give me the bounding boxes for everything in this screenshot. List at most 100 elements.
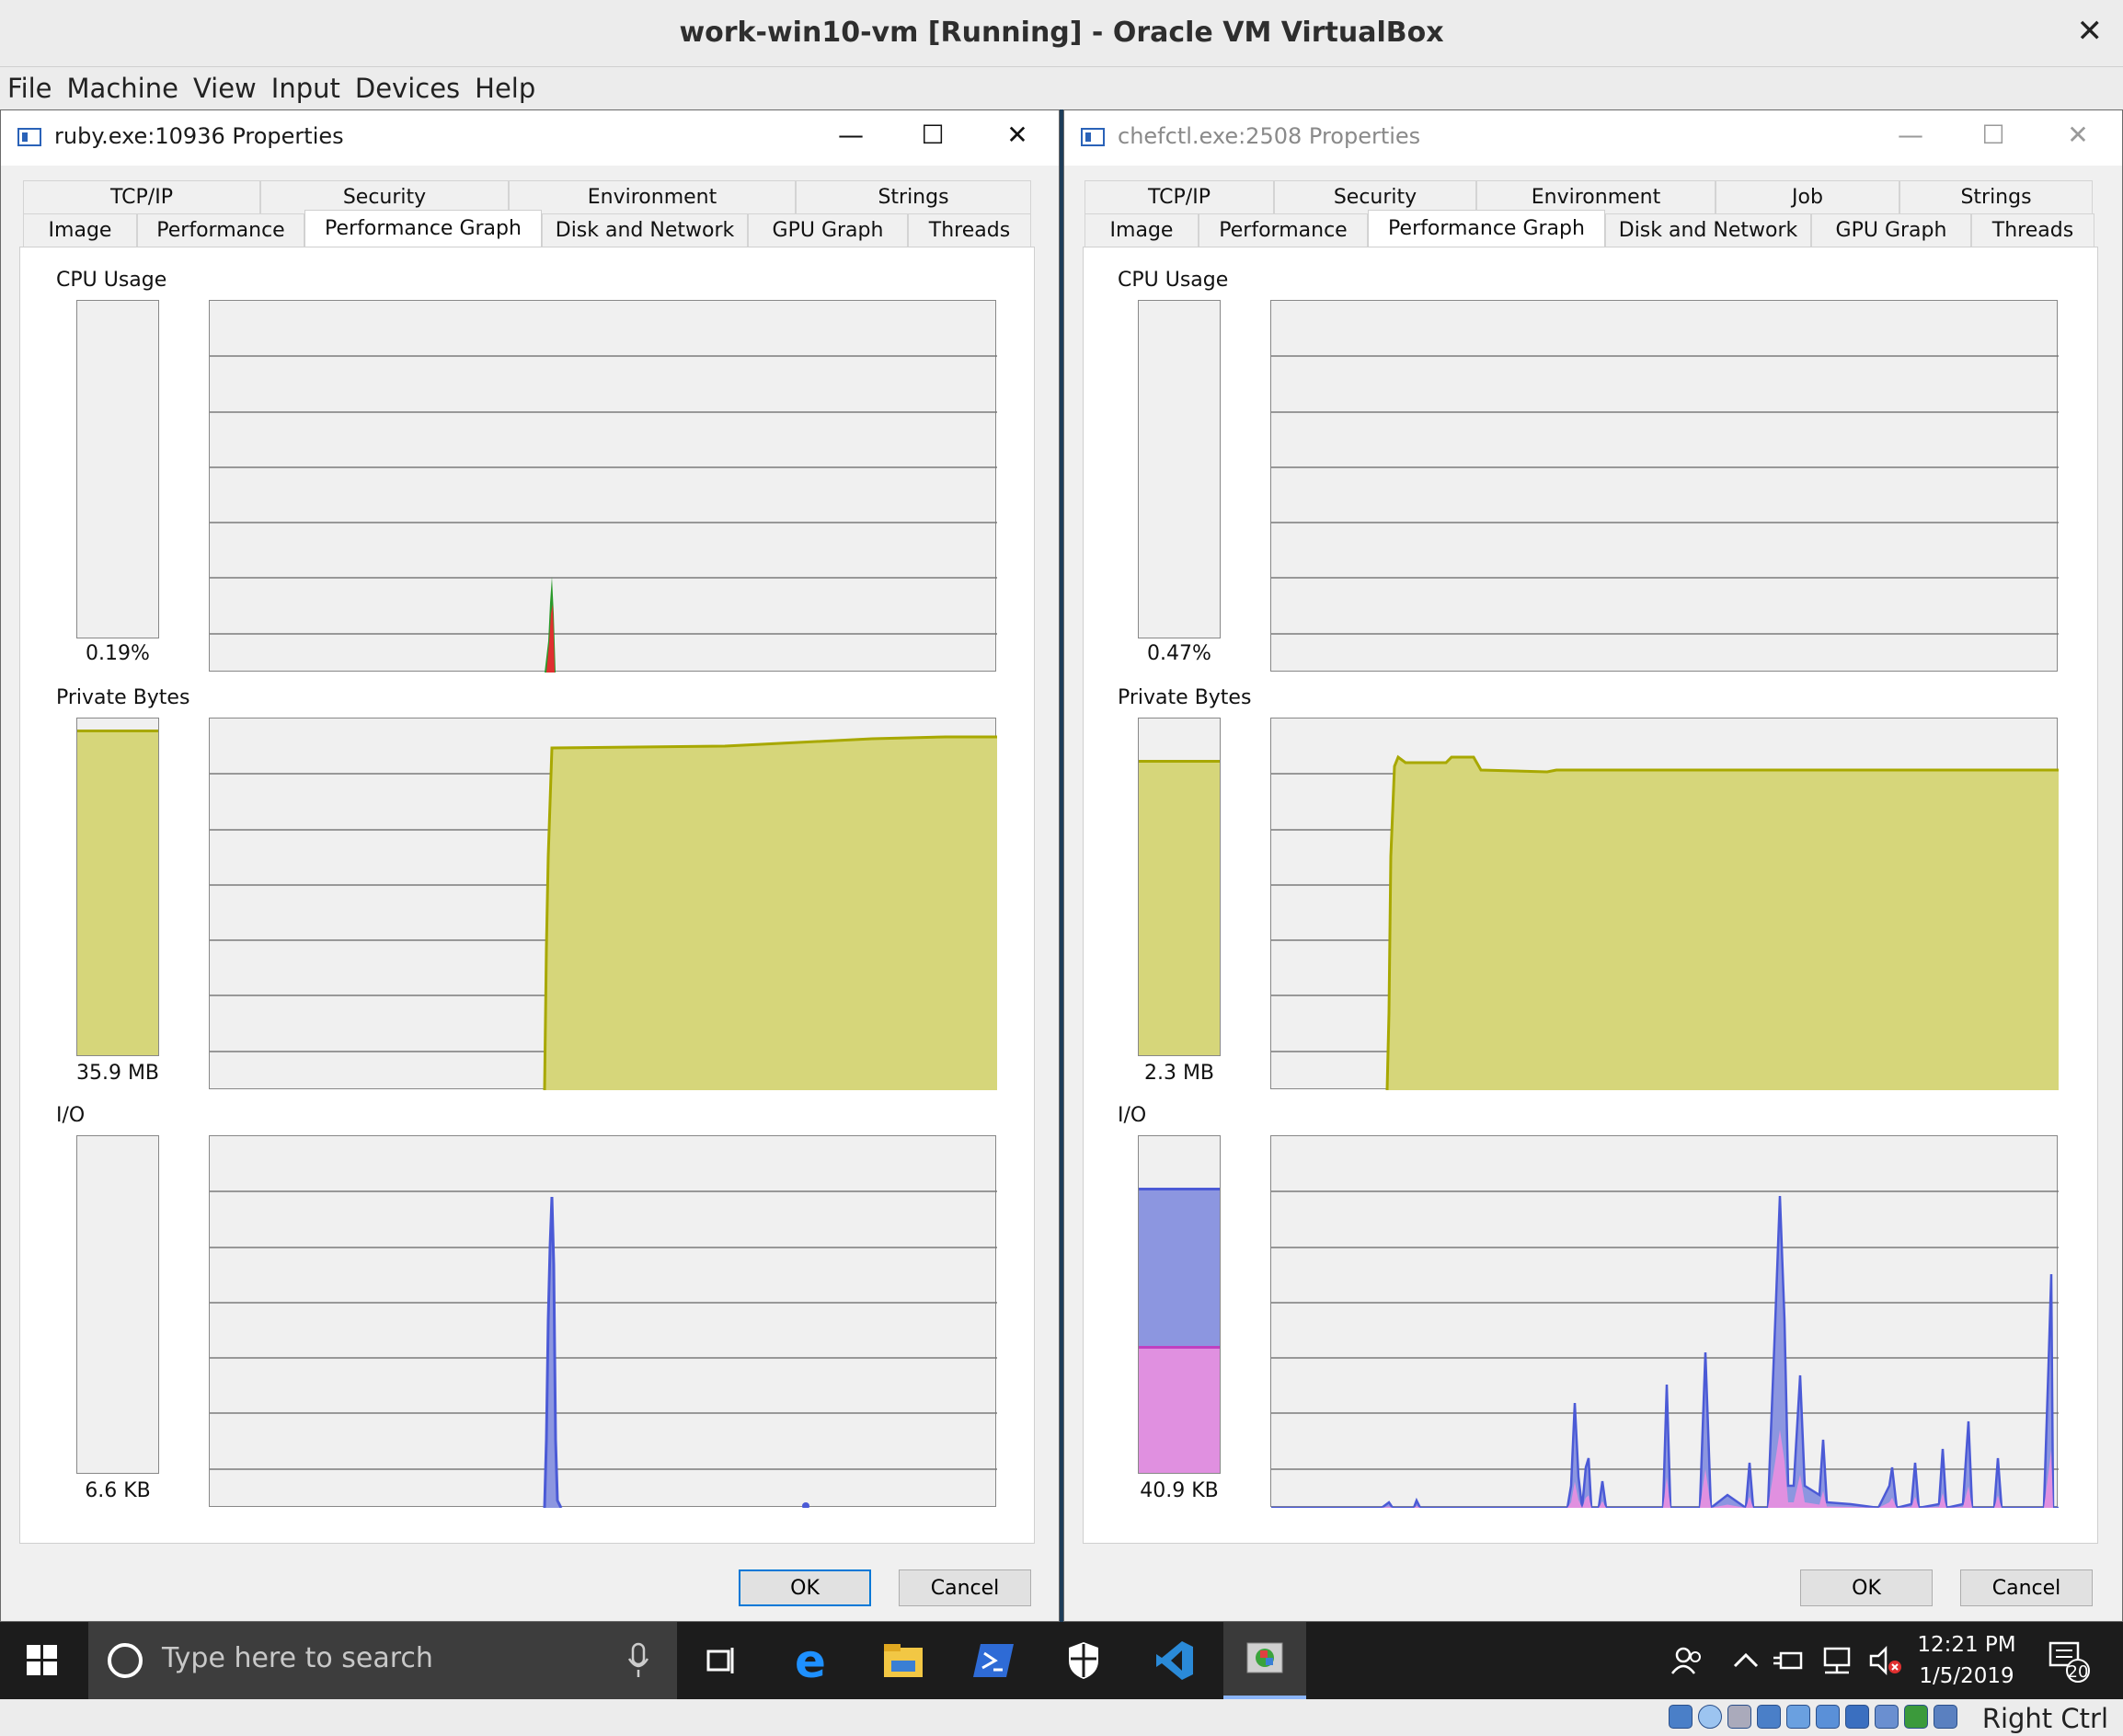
io-label: I/O (1118, 1104, 1147, 1127)
audio-icon[interactable] (1727, 1705, 1751, 1729)
tab-performance[interactable]: Performance (137, 213, 304, 247)
display-icon[interactable] (1845, 1705, 1869, 1729)
io-meter (76, 1135, 159, 1474)
dialog-title: ruby.exe:10936 Properties (54, 123, 344, 149)
mouse-integration-icon[interactable] (1934, 1705, 1957, 1729)
power-plug-icon[interactable] (1768, 1635, 1810, 1686)
tab-disk-and-network[interactable]: Disk and Network (1605, 213, 1811, 247)
optical-drive-icon[interactable] (1698, 1705, 1722, 1729)
edge-browser-icon[interactable]: e (787, 1635, 839, 1686)
io-line (1271, 1195, 2059, 1508)
io-blip (802, 1502, 809, 1508)
start-button[interactable] (17, 1635, 68, 1686)
private-bytes-line (543, 735, 997, 1090)
ok-button[interactable]: OK (739, 1569, 871, 1606)
minimize-icon[interactable]: — (838, 120, 864, 150)
private-bytes-meter (1138, 718, 1221, 1056)
action-center-icon[interactable]: 20 (2042, 1635, 2094, 1686)
io-meter (1138, 1135, 1221, 1474)
tab-environment[interactable]: Environment (509, 180, 796, 213)
tab-security[interactable]: Security (1274, 180, 1476, 213)
network-icon[interactable] (1816, 1635, 1858, 1686)
tab-environment[interactable]: Environment (1476, 180, 1716, 213)
window-icon (1081, 128, 1105, 146)
menu-file[interactable]: File (7, 73, 52, 104)
volume-muted-icon[interactable] (1864, 1635, 1906, 1686)
tab-strings[interactable]: Strings (1899, 180, 2093, 213)
process-explorer-icon[interactable] (1223, 1622, 1306, 1699)
io-meter-fill-pink (1139, 1345, 1220, 1473)
usb-icon[interactable] (1786, 1705, 1810, 1729)
maximize-icon[interactable]: ☐ (921, 120, 945, 150)
system-clock[interactable]: 12:21 PM 1/5/2019 (1911, 1629, 2022, 1692)
private-bytes-area (1387, 757, 2059, 1090)
close-icon[interactable]: ✕ (2076, 14, 2104, 49)
window-titlebar: work-win10-vm [Running] - Oracle VM Virt… (0, 0, 2123, 67)
shared-folders-icon[interactable] (1816, 1705, 1840, 1729)
cpu-activity-icon[interactable] (1904, 1705, 1928, 1729)
maximize-icon[interactable]: ☐ (1981, 120, 2005, 150)
minimize-icon[interactable]: — (1898, 120, 1923, 150)
virtualbox-status-bar: Right Ctrl (0, 1699, 2123, 1736)
private-bytes-value: 35.9 MB (75, 1062, 160, 1085)
file-explorer-icon[interactable] (878, 1635, 929, 1686)
ok-button[interactable]: OK (1800, 1569, 1933, 1606)
people-icon[interactable] (1661, 1635, 1713, 1686)
cpu-usage-label: CPU Usage (56, 269, 167, 292)
search-placeholder: Type here to search (162, 1642, 433, 1674)
host-key-label: Right Ctrl (1981, 1703, 2108, 1734)
search-box[interactable]: Type here to search (88, 1622, 677, 1699)
cpu-value: 0.19% (86, 642, 150, 665)
svg-text:e: e (795, 1638, 826, 1683)
tab-performance-graph[interactable]: Performance Graph (1368, 210, 1605, 247)
cortana-icon (108, 1643, 143, 1678)
task-view-icon[interactable] (695, 1635, 747, 1686)
menu-view[interactable]: View (192, 73, 257, 104)
cpu-graph (209, 300, 997, 673)
tab-job[interactable]: Job (1716, 180, 1899, 213)
video-capture-icon[interactable] (1875, 1705, 1899, 1729)
menu-machine[interactable]: Machine (66, 73, 178, 104)
tab-security[interactable]: Security (260, 180, 509, 213)
cancel-button[interactable]: Cancel (1960, 1569, 2093, 1606)
cpu-usage-label: CPU Usage (1118, 269, 1229, 292)
private-bytes-label: Private Bytes (1118, 686, 1252, 709)
defender-shield-icon[interactable] (1058, 1635, 1109, 1686)
tab-tcpip[interactable]: TCP/IP (1084, 180, 1274, 213)
tab-disk-and-network[interactable]: Disk and Network (542, 213, 748, 247)
tab-gpu-graph[interactable]: GPU Graph (1811, 213, 1971, 247)
chefctl-properties-dialog: chefctl.exe:2508 Properties — ☐ ✕ TCP/IP… (1063, 109, 2123, 1622)
tab-tcpip[interactable]: TCP/IP (23, 180, 260, 213)
clock-date: 1/5/2019 (1919, 1664, 2014, 1688)
menu-devices[interactable]: Devices (354, 73, 461, 104)
tab-image[interactable]: Image (1084, 213, 1199, 247)
powershell-icon[interactable] (968, 1635, 1019, 1686)
close-icon[interactable]: ✕ (1006, 120, 1028, 150)
tab-row-top: TCP/IP Security Environment Job Strings (1084, 180, 2093, 213)
private-bytes-meter-fill (1139, 759, 1220, 1055)
tab-strings[interactable]: Strings (796, 180, 1031, 213)
tab-performance-graph[interactable]: Performance Graph (304, 210, 542, 247)
chevron-up-icon[interactable] (1727, 1635, 1764, 1686)
vscode-icon[interactable] (1148, 1635, 1199, 1686)
cpu-graph (1270, 300, 2059, 672)
tab-image[interactable]: Image (23, 213, 137, 247)
menu-help[interactable]: Help (475, 73, 536, 104)
hard-disk-icon[interactable] (1669, 1705, 1693, 1729)
tab-threads[interactable]: Threads (1971, 213, 2094, 247)
menu-input[interactable]: Input (270, 73, 340, 104)
cancel-button[interactable]: Cancel (899, 1569, 1031, 1606)
io-area (545, 1197, 561, 1508)
tab-row-bottom: Image Performance Performance Graph Disk… (1084, 210, 2094, 247)
tab-threads[interactable]: Threads (908, 213, 1031, 247)
dialog-titlebar: ruby.exe:10936 Properties — ☐ ✕ (1, 110, 1059, 166)
window-icon (17, 128, 41, 146)
tab-gpu-graph[interactable]: GPU Graph (748, 213, 908, 247)
tab-row-top: TCP/IP Security Environment Strings (23, 180, 1031, 213)
close-icon[interactable]: ✕ (2067, 120, 2089, 150)
network-adapter-icon[interactable] (1757, 1705, 1781, 1729)
tab-row-bottom: Image Performance Performance Graph Disk… (23, 210, 1031, 247)
cpu-meter (1138, 300, 1221, 638)
dialog-title: chefctl.exe:2508 Properties (1118, 123, 1421, 149)
tab-performance[interactable]: Performance (1199, 213, 1368, 247)
